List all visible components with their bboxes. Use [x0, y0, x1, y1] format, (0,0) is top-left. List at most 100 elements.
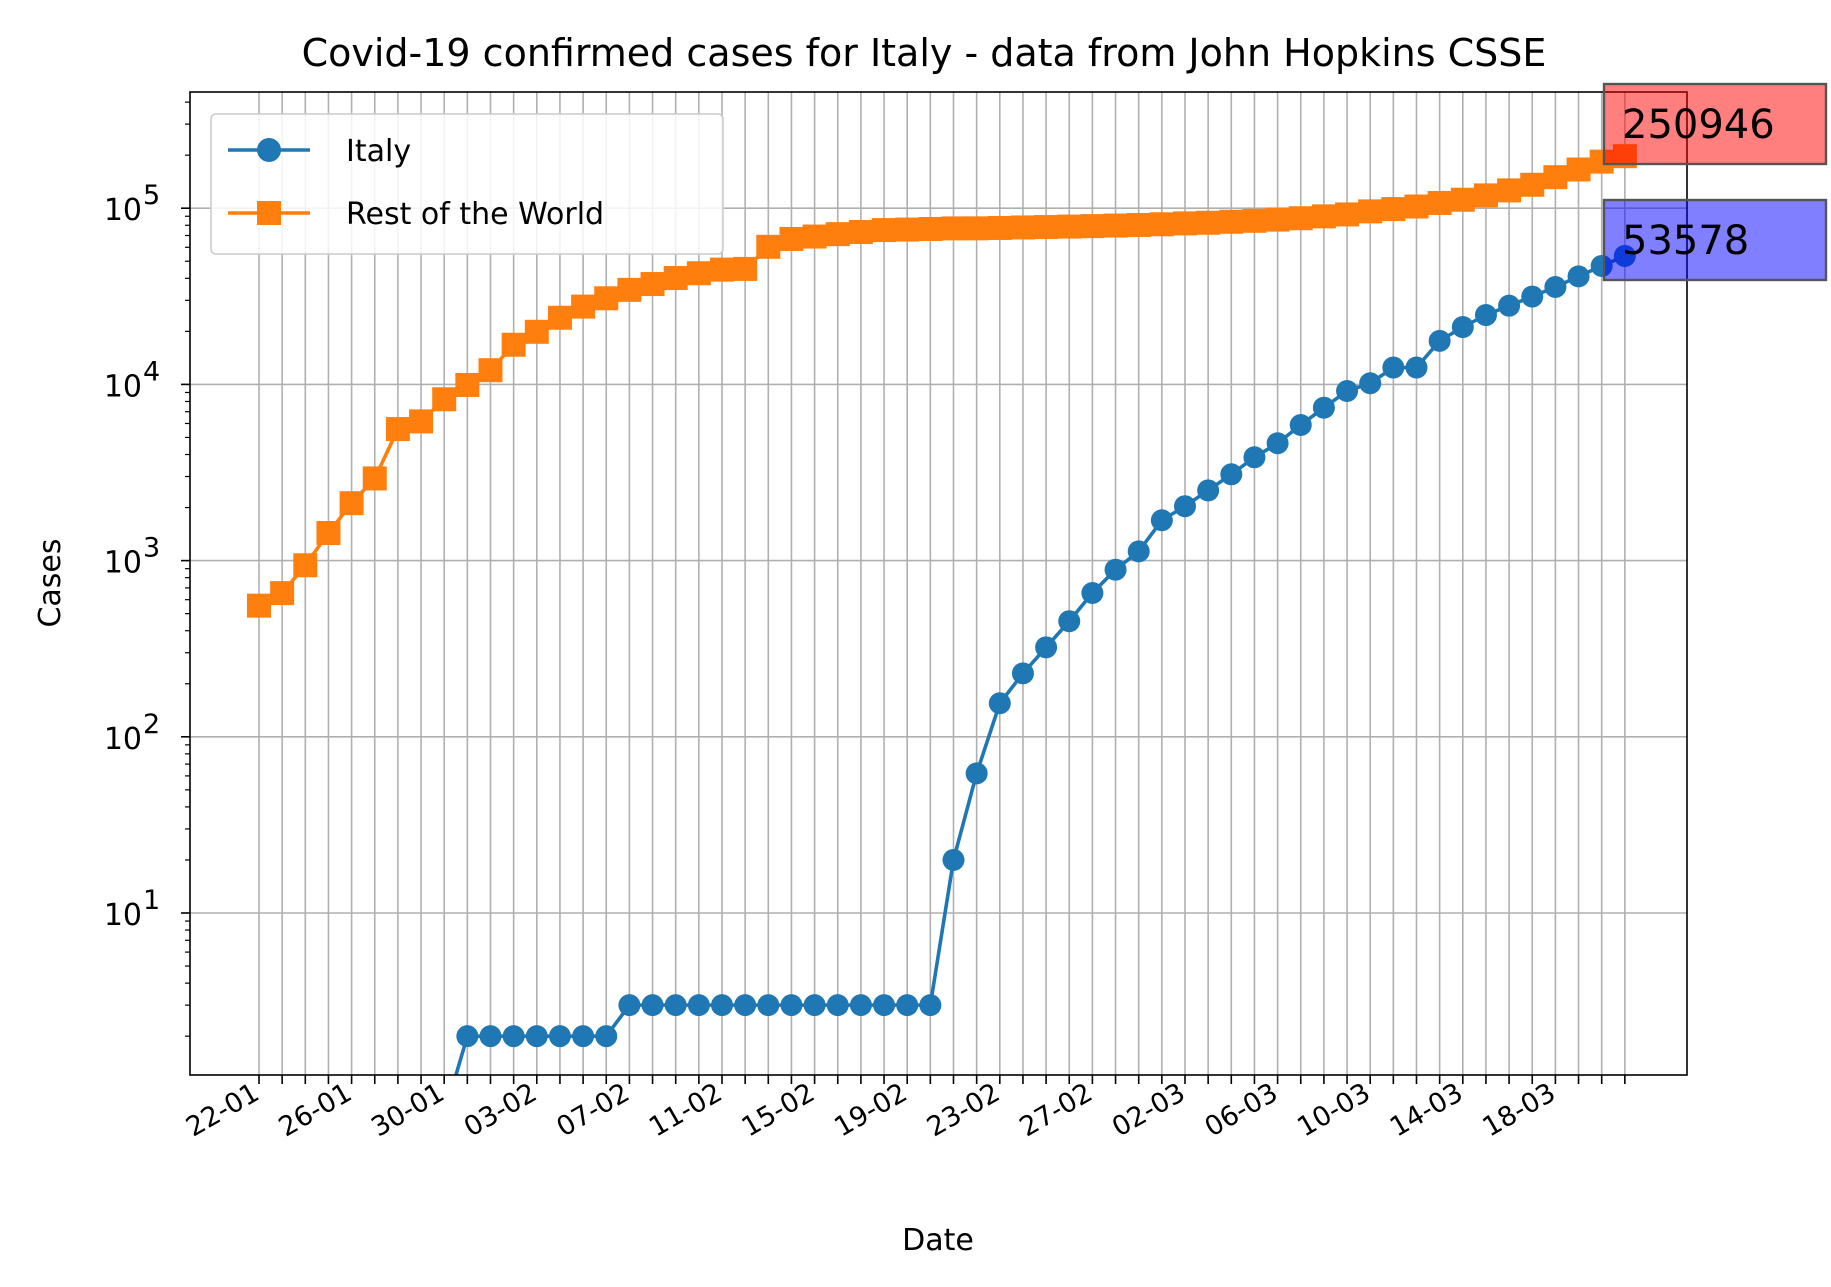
rest-of-world-point	[385, 417, 410, 442]
rest-of-world-point	[1010, 215, 1035, 240]
italy-point	[1451, 316, 1474, 339]
italy-point	[1197, 479, 1220, 502]
y-tick-label-exponent: 2	[143, 709, 160, 740]
y-tick-label-exponent: 1	[143, 885, 160, 916]
rest-of-world-point	[1242, 208, 1267, 233]
legend-label: Italy	[346, 134, 411, 169]
rest-of-world-point	[825, 222, 850, 247]
italy-point	[1220, 463, 1243, 486]
italy-point	[548, 1025, 571, 1048]
y-tick-label-exponent: 4	[143, 356, 160, 387]
rest-of-world-point	[1381, 197, 1406, 222]
italy-point	[1382, 356, 1405, 379]
rest-of-world-point	[918, 217, 943, 242]
legend-box: Italy Rest of the World	[210, 113, 724, 255]
rest-of-world-point	[270, 581, 295, 606]
rest-of-world-point	[1057, 214, 1082, 239]
italy-point	[664, 994, 687, 1017]
italy-point	[1405, 356, 1428, 379]
italy-point	[780, 994, 803, 1017]
italy-point	[942, 848, 965, 871]
grid	[190, 92, 1687, 1075]
italy-point	[618, 994, 641, 1017]
italy-point	[965, 762, 988, 785]
rest-of-world-point	[1103, 213, 1128, 238]
rest-of-world-point	[1543, 165, 1568, 190]
italy-point	[1174, 495, 1196, 518]
italy-point	[479, 1025, 502, 1048]
plot-frame	[189, 91, 1688, 1076]
italy-point	[873, 994, 896, 1017]
italy-point	[525, 1025, 548, 1048]
rest-of-world-point	[1427, 190, 1452, 215]
italy-point	[1011, 662, 1034, 685]
rest-of-world-point	[571, 294, 596, 319]
italy-point	[1266, 432, 1289, 455]
y-tick-label-exponent: 5	[143, 180, 160, 211]
rest-of-world-point	[293, 553, 318, 578]
annotation-box	[1602, 198, 1828, 282]
italy-point	[803, 994, 826, 1017]
y-axis-label: Cases	[33, 538, 68, 627]
italy-point	[826, 994, 849, 1017]
italy-point	[988, 692, 1011, 715]
rest-of-world-point	[362, 466, 387, 491]
rest-of-world-point	[1034, 215, 1059, 240]
rest-of-world-point	[1497, 178, 1522, 203]
rest-of-world-point	[779, 226, 804, 251]
italy-point	[1150, 509, 1173, 532]
italy-point	[1081, 581, 1104, 604]
rest-of-world-point	[1473, 183, 1498, 208]
rest-of-world-point	[987, 215, 1012, 240]
rest-of-world-point	[686, 261, 711, 286]
rest-of-world-point	[1288, 206, 1313, 231]
italy-point	[1567, 265, 1590, 288]
italy-point	[1289, 413, 1312, 436]
legend-marker	[257, 138, 281, 162]
legend-marker	[257, 201, 281, 225]
italy-line	[454, 254, 1626, 1075]
italy-point	[919, 994, 942, 1017]
italy-point	[896, 994, 919, 1017]
annotation-label: 250946	[1622, 102, 1775, 148]
rest-of-world-point	[941, 216, 966, 241]
rest-of-world-point	[1404, 194, 1429, 219]
annotation: 53578	[1602, 198, 1828, 282]
italy-point	[1058, 610, 1081, 633]
italy-point	[572, 1025, 595, 1048]
italy-point	[595, 1025, 618, 1048]
rest-of-world-point	[1080, 214, 1105, 239]
italy-point	[1104, 558, 1127, 581]
rest-of-world-point	[339, 491, 364, 516]
rest-of-world-point	[848, 220, 873, 245]
rest-of-world-point	[1566, 157, 1591, 182]
series-layer	[247, 144, 1637, 1075]
italy-point	[1312, 396, 1335, 419]
rest-of-world-point	[733, 256, 758, 281]
italy-point	[1544, 275, 1567, 298]
legend-label: Rest of the World	[346, 197, 604, 232]
y-tick-label: 10	[104, 369, 142, 404]
x-axis-label: Date	[902, 1223, 974, 1258]
y-tick-label: 10	[104, 546, 142, 581]
rest-of-world-point	[1520, 172, 1545, 197]
italy-point	[1428, 329, 1451, 352]
annotation-label: 53578	[1622, 218, 1749, 264]
italy-point	[1359, 372, 1382, 395]
y-tick-label: 10	[104, 722, 142, 757]
italy-point	[849, 994, 872, 1017]
legend-entry: Italy	[228, 134, 411, 169]
chart-title: Covid-19 confirmed cases for Italy - dat…	[302, 31, 1547, 75]
rest-of-world-point	[1149, 212, 1174, 237]
italy-point	[687, 994, 710, 1017]
italy-point	[1521, 285, 1544, 308]
rest-of-world-point	[1196, 210, 1221, 235]
rest-of-world-point	[432, 387, 457, 412]
italy-point	[1498, 294, 1521, 317]
rest-of-world-point	[1335, 202, 1360, 227]
rest-of-world-point	[640, 272, 665, 297]
annotation-box	[1602, 82, 1828, 166]
italy-point	[641, 994, 664, 1017]
y-tick-label: 10	[104, 193, 142, 228]
